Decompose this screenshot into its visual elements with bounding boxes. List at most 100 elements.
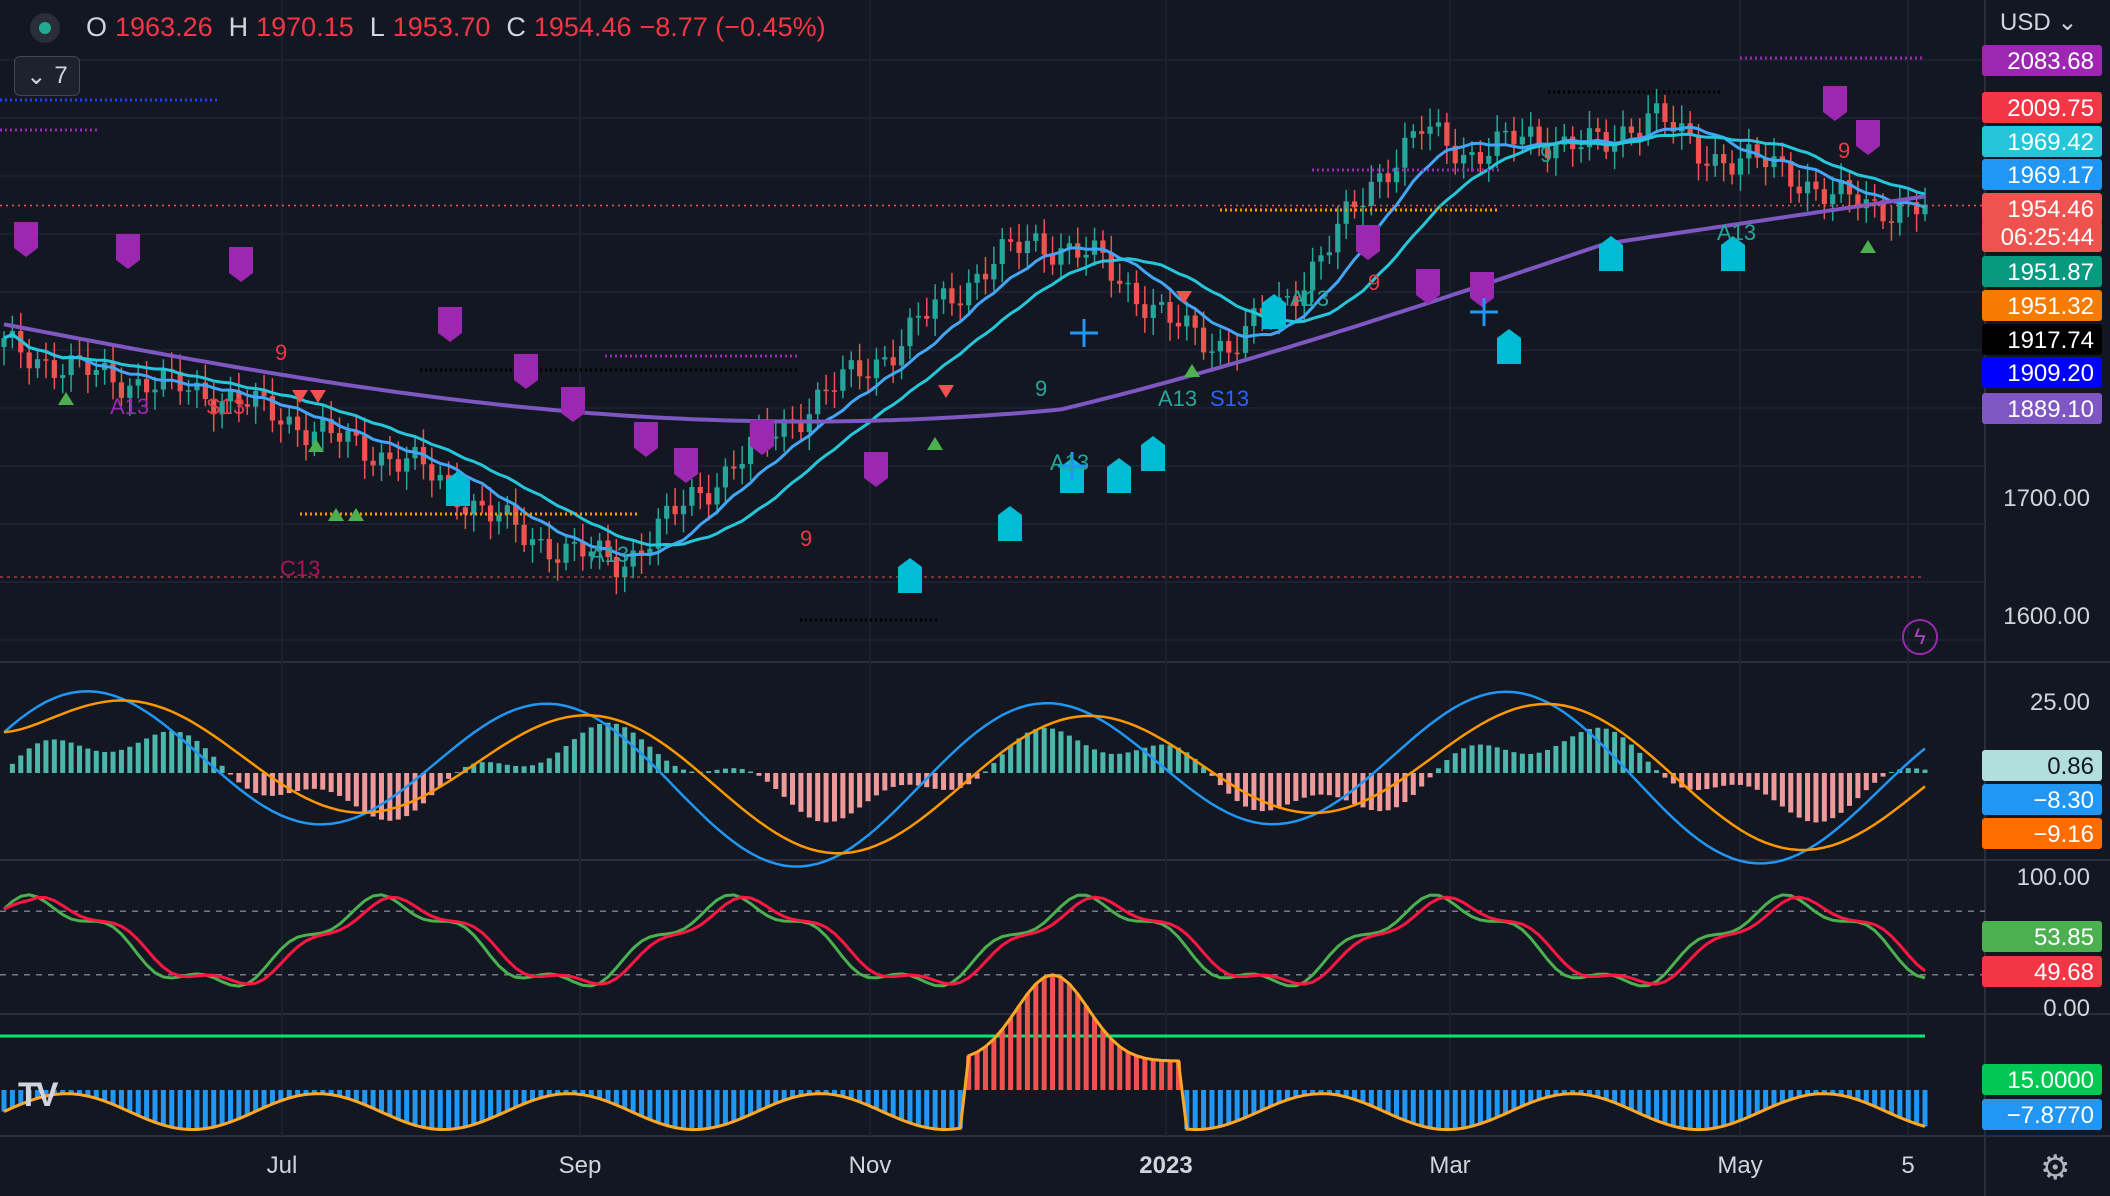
osc-bar bbox=[1427, 1090, 1433, 1128]
candle bbox=[85, 358, 91, 375]
candle bbox=[244, 404, 250, 407]
macd-bar bbox=[907, 773, 913, 785]
osc-bar bbox=[1528, 1090, 1534, 1103]
symbol-icon[interactable] bbox=[30, 12, 60, 43]
osc-bar bbox=[1092, 1018, 1098, 1090]
macd-bar bbox=[227, 773, 233, 775]
macd-bar bbox=[1209, 773, 1215, 776]
macd-bar bbox=[605, 722, 611, 773]
macd-bar bbox=[1721, 773, 1727, 786]
candle bbox=[1712, 154, 1718, 166]
price-badge bbox=[1982, 126, 2102, 157]
osc-bar bbox=[1125, 1052, 1131, 1090]
indicators-toggle-button[interactable]: ⌄ 7 bbox=[14, 56, 80, 96]
macd-bar bbox=[1092, 749, 1098, 773]
candle bbox=[1880, 200, 1886, 222]
up-triangle bbox=[348, 508, 364, 521]
osc-bar bbox=[764, 1090, 770, 1107]
macd-bar bbox=[345, 773, 351, 801]
osc-bar bbox=[1201, 1090, 1207, 1130]
osc-bar bbox=[1419, 1090, 1425, 1127]
osc-bar bbox=[102, 1090, 108, 1102]
candle bbox=[689, 487, 695, 506]
tradingview-logo[interactable]: TV bbox=[18, 1076, 58, 1114]
macd-bar bbox=[899, 773, 905, 786]
macd-bar bbox=[563, 745, 569, 773]
osc-bar bbox=[1385, 1090, 1391, 1114]
candle bbox=[1595, 128, 1601, 132]
candle bbox=[1041, 233, 1047, 255]
osc-bar bbox=[529, 1090, 535, 1101]
osc-bar bbox=[1712, 1090, 1718, 1128]
osc-bar bbox=[672, 1090, 678, 1128]
macd-bar bbox=[76, 745, 82, 773]
candle bbox=[823, 389, 829, 392]
candle bbox=[261, 391, 267, 397]
osc-bar bbox=[194, 1090, 200, 1130]
osc-bar bbox=[1679, 1090, 1685, 1129]
candle bbox=[1024, 240, 1031, 253]
osc-bar bbox=[387, 1090, 393, 1116]
candle bbox=[697, 487, 703, 494]
macd-histogram bbox=[9, 722, 1928, 823]
macd-bar bbox=[890, 773, 896, 787]
macd-bar bbox=[1637, 752, 1643, 773]
macd-bar bbox=[1746, 773, 1752, 787]
osc-bar bbox=[1259, 1090, 1265, 1111]
candle bbox=[848, 360, 854, 370]
candle bbox=[1779, 156, 1785, 162]
macd-bar bbox=[1108, 753, 1114, 773]
macd-bar bbox=[915, 773, 921, 786]
candle bbox=[1897, 203, 1903, 223]
osc-bar bbox=[1838, 1090, 1844, 1096]
macd-bar bbox=[211, 756, 217, 773]
macd-bar bbox=[93, 750, 99, 773]
osc-bar bbox=[1654, 1090, 1660, 1121]
candle bbox=[1804, 181, 1811, 194]
buy-marker bbox=[1721, 236, 1745, 271]
osc-bar bbox=[1863, 1090, 1869, 1103]
macd-bar bbox=[362, 773, 368, 812]
candle bbox=[253, 391, 259, 407]
macd-bar bbox=[186, 735, 192, 773]
macd-bar bbox=[706, 771, 712, 773]
macd-bar bbox=[1368, 773, 1374, 810]
osc-bar bbox=[1217, 1090, 1223, 1127]
osc-bar bbox=[798, 1090, 804, 1096]
osc-bar bbox=[546, 1090, 552, 1096]
osc-bar bbox=[1578, 1090, 1584, 1094]
osc-bar bbox=[1310, 1090, 1316, 1095]
candle bbox=[1477, 152, 1484, 164]
candle bbox=[1914, 202, 1920, 215]
osc-bar bbox=[337, 1090, 343, 1097]
osc-bar bbox=[303, 1090, 309, 1095]
osc-bar bbox=[1117, 1046, 1123, 1090]
candle bbox=[1310, 261, 1316, 291]
candle bbox=[940, 288, 947, 300]
osc-bar bbox=[1352, 1090, 1358, 1100]
osc-bar bbox=[1402, 1090, 1408, 1121]
osc-bar bbox=[1503, 1090, 1509, 1114]
candle bbox=[664, 505, 670, 519]
osc-bar bbox=[1243, 1090, 1249, 1118]
osc-bar bbox=[202, 1090, 208, 1129]
macd-bar bbox=[999, 754, 1005, 773]
annotation-label: A13 bbox=[1050, 450, 1089, 475]
macd-bar bbox=[1301, 773, 1307, 798]
currency-selector[interactable]: USD ⌄ bbox=[2000, 8, 2077, 37]
candle bbox=[714, 487, 720, 505]
osc-line bbox=[3, 973, 1926, 1132]
osc-bar bbox=[1410, 1090, 1416, 1124]
candle bbox=[1502, 130, 1509, 133]
macd-bar bbox=[806, 773, 812, 818]
gear-icon[interactable]: ⚙ bbox=[2040, 1149, 2071, 1187]
sell-marker bbox=[1856, 120, 1880, 155]
lightning-icon[interactable]: ϟ bbox=[1902, 619, 1938, 655]
osc-bar bbox=[1226, 1090, 1232, 1124]
osc-bar bbox=[488, 1090, 494, 1119]
candle bbox=[949, 288, 955, 304]
osc-bar bbox=[1133, 1055, 1139, 1090]
macd-bar bbox=[328, 773, 334, 793]
osc-bar bbox=[613, 1090, 619, 1105]
